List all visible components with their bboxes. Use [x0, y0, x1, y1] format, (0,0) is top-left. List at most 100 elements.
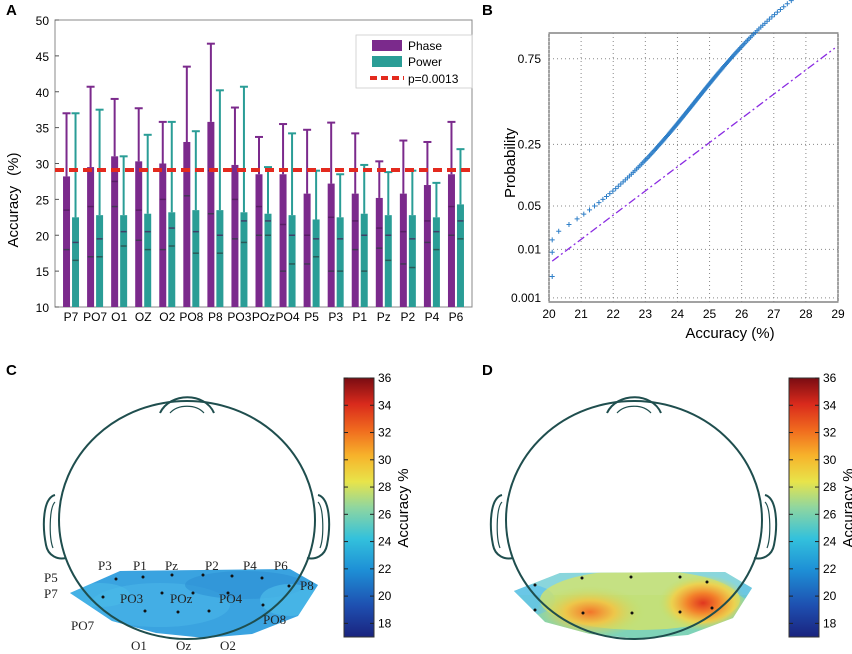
- panel-label-a: A: [6, 2, 17, 19]
- y-tick-label-a: 40: [36, 86, 50, 100]
- colorbar-tick-label: 30: [823, 453, 837, 467]
- electrode-dot: [710, 606, 714, 610]
- y-tick-label-a: 25: [36, 193, 50, 207]
- bar-power: [168, 212, 176, 307]
- bar-phase: [255, 174, 263, 307]
- electrode-label-o1: O1: [131, 638, 147, 653]
- colorbar-tick-label: 28: [823, 480, 837, 494]
- topo-patch-c4: [70, 583, 130, 607]
- data-marker-b: [574, 216, 580, 222]
- electrode-label-p6: P6: [274, 558, 288, 573]
- bar-power: [96, 215, 104, 307]
- colorbar-tick-label: 32: [823, 426, 837, 440]
- x-tick-label-b: 27: [767, 307, 781, 321]
- bar-power: [240, 212, 248, 307]
- legend-label-phase: Phase: [408, 39, 442, 53]
- bar-phase: [135, 161, 143, 307]
- electrode-dots-d: [533, 575, 714, 615]
- bar-power: [288, 215, 296, 307]
- bar-phase: [375, 197, 383, 307]
- data-marker-b: [581, 211, 587, 217]
- y-tick-label-a: 30: [36, 158, 50, 172]
- colorbar-label: Accuracy %: [840, 468, 852, 547]
- y-tick-label-b: 0.001: [511, 291, 541, 305]
- x-tick-label-a: O2: [159, 310, 175, 324]
- panel-a-legend: Phase Power p=0.0013: [355, 34, 473, 89]
- electrode-label-pz: Pz: [165, 558, 178, 573]
- electrode-dot: [581, 611, 585, 615]
- x-tick-label-b: 20: [542, 307, 556, 321]
- y-tick-label-a: 50: [36, 14, 50, 28]
- x-tick-label-b: 28: [799, 307, 813, 321]
- x-tick-label-a: POz: [252, 310, 275, 324]
- data-marker-b: [772, 12, 778, 18]
- panel-a-y-axis-label-unit: (%): [5, 152, 22, 175]
- colorbar-tick-label: 24: [378, 535, 392, 549]
- electrode-dot: [160, 591, 164, 595]
- right-ear-inner-d: [764, 501, 771, 549]
- electrode-label-p1: P1: [133, 558, 147, 573]
- data-marker-b: [549, 249, 555, 255]
- x-tick-label-b: 26: [735, 307, 749, 321]
- electrode-dot: [261, 603, 265, 607]
- electrode-dot: [207, 609, 211, 613]
- nose-inner-c: [169, 405, 205, 414]
- hotspot-left-d: [535, 586, 645, 638]
- x-tick-label-a: P7: [64, 310, 79, 324]
- x-tick-label-a: PO8: [179, 310, 203, 324]
- panel-b-x-axis-label: Accuracy (%): [685, 325, 774, 342]
- electrode-labels-c: P3 P1 Pz P2 P4 P6 P5 P8 P7 PO3 POz PO4 PO7 PO8 O1 Oz O2: [44, 558, 314, 653]
- left-ear-inner-c: [49, 501, 56, 549]
- data-marker-b: [556, 228, 562, 234]
- left-ear-d: [489, 494, 514, 560]
- x-tick-label-a: P5: [304, 310, 319, 324]
- panel-b-probability-plot: 20 21 22 23 24 25 26 27 28 29 0.001 0.01 0.05 0.25 0.7…: [502, 0, 845, 342]
- colorbar-tick-label: 34: [378, 398, 392, 412]
- electrode-label-p5: P5: [44, 570, 58, 585]
- electrode-dot: [260, 576, 264, 580]
- bar-power: [360, 213, 368, 307]
- electrode-label-po3: PO3: [120, 591, 143, 606]
- bar-power: [264, 213, 272, 307]
- x-tick-label-b: 21: [574, 307, 588, 321]
- legend-label-power: Power: [408, 55, 442, 69]
- plot-frame-b: [548, 32, 839, 303]
- colorbar-tick-label: 18: [823, 616, 837, 630]
- x-tick-label-b: 22: [607, 307, 621, 321]
- electrode-label-po7: PO7: [71, 618, 95, 633]
- head-outline-d: [505, 400, 763, 640]
- x-tick-label-a: OZ: [135, 310, 152, 324]
- y-tick-label-a: 35: [36, 122, 50, 136]
- y-tick-label-a: 20: [36, 229, 50, 243]
- colorbar-gradient: [343, 377, 375, 638]
- right-ear-d: [753, 494, 778, 560]
- electrode-label-o2: O2: [220, 638, 236, 653]
- bar-power: [216, 210, 224, 307]
- data-marker-b: [784, 1, 790, 7]
- electrode-dot: [678, 610, 682, 614]
- right-ear-c: [306, 494, 331, 560]
- panel-label-d: D: [482, 362, 493, 379]
- y-tick-label-a: 10: [36, 301, 50, 315]
- colorbar-tick-label: 24: [823, 535, 837, 549]
- panel-d-topoplot: [489, 396, 778, 640]
- electrode-dot: [630, 611, 634, 615]
- left-ear-c: [42, 494, 67, 560]
- electrode-dot: [533, 583, 537, 587]
- data-marker-b: [613, 186, 619, 192]
- electrode-label-oz: Oz: [176, 638, 191, 653]
- data-marker-b: [600, 196, 606, 202]
- data-marker-b: [766, 16, 772, 22]
- bar-power: [312, 219, 320, 307]
- colorbar-tick-label: 36: [823, 371, 837, 385]
- data-marker-b: [781, 4, 787, 10]
- x-tick-label-a: P6: [449, 310, 464, 324]
- x-tick-label-a: PO4: [276, 310, 300, 324]
- electrode-dot: [201, 573, 205, 577]
- panel-b-y-axis-label: Probability: [502, 127, 519, 198]
- x-tick-label-a: P2: [401, 310, 416, 324]
- electrode-dot: [230, 574, 234, 578]
- data-marker-b: [607, 191, 613, 197]
- electrode-dot: [678, 575, 682, 579]
- colorbar-c: 18 20 22 24 26 28 30 32 34 36 Accuracy %: [343, 371, 412, 638]
